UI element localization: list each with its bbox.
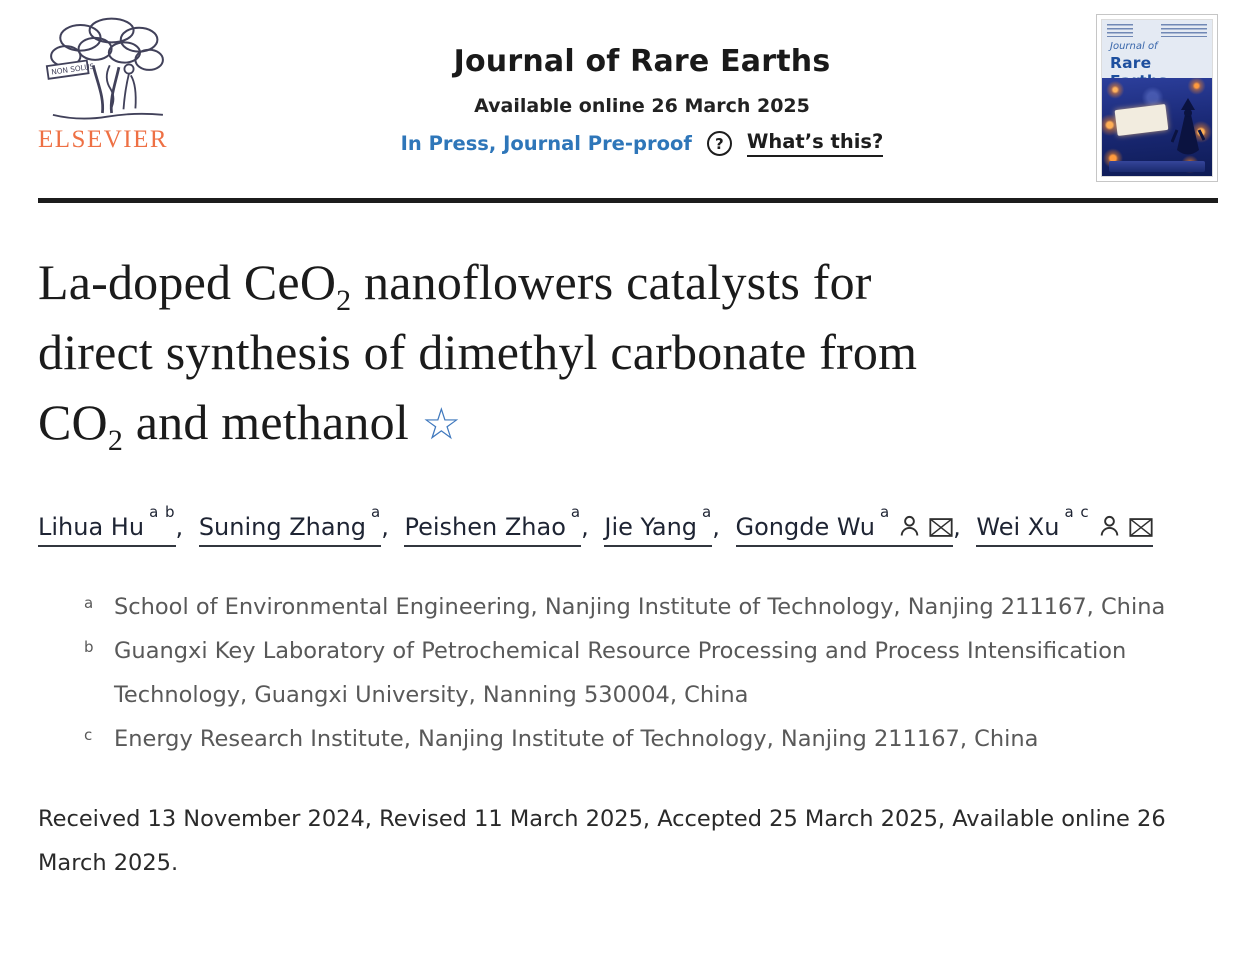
cover-artwork: [1102, 78, 1212, 176]
cover-table-shape: [1108, 161, 1206, 173]
affiliation-list: a School of Environmental Engineering, N…: [38, 585, 1218, 761]
author-name: Peishen Zhao: [404, 513, 566, 541]
affiliation: c Energy Research Institute, Nanjing Ins…: [38, 717, 1218, 761]
author-affiliation-sup: a: [570, 503, 582, 521]
footnote-star-icon: ☆: [421, 399, 462, 450]
cover-microtext: [1161, 24, 1207, 37]
affiliation: b Guangxi Key Laboratory of Petrochemica…: [38, 629, 1218, 717]
author: Lihua Hua b,: [38, 503, 199, 547]
journal-cover-thumbnail[interactable]: Journal of Rare Earths: [1096, 14, 1218, 182]
author-link[interactable]: Jie Yanga: [604, 503, 713, 547]
article-main: La-doped CeO2 nanoflowers catalysts for …: [0, 247, 1256, 885]
author-link[interactable]: Suning Zhanga: [198, 503, 382, 547]
author-link[interactable]: Peishen Zhaoa: [404, 503, 582, 547]
cover-rare-earths: Rare Earths: [1110, 54, 1167, 78]
author-affiliation-sup: a c: [1064, 503, 1090, 521]
author-list: Lihua Hua b, Suning Zhanga, Peishen Zhao…: [38, 503, 1218, 547]
author: Peishen Zhaoa,: [404, 503, 604, 547]
author-name: Lihua Hu: [38, 513, 145, 541]
author-name: Suning Zhang: [198, 513, 367, 541]
cover-journal-of: Journal of: [1110, 41, 1158, 52]
affiliation-label: c: [84, 726, 93, 744]
author-separator: ,: [175, 513, 191, 541]
cover-microtext: [1107, 24, 1133, 37]
title-line-1: La-doped CeO2 nanoflowers catalysts for: [38, 254, 872, 317]
journal-cover-inner: Journal of Rare Earths: [1101, 19, 1213, 177]
person-icon: [1100, 515, 1119, 543]
author-separator: ,: [581, 513, 597, 541]
page-header: NON SOLUS ELSEVIER Journal of Rare Earth…: [0, 0, 1256, 182]
elsevier-tree-icon: NON SOLUS: [45, 17, 164, 120]
affiliation-text: School of Environmental Engineering, Nan…: [114, 594, 1166, 620]
author-link[interactable]: Wei Xua c: [976, 503, 1153, 547]
author-affiliation-sup: a: [371, 503, 382, 521]
journal-title: Journal of Rare Earths: [453, 44, 831, 79]
available-online-date: Available online 26 March 2025: [474, 95, 810, 117]
author-link[interactable]: Gongde Wua: [735, 503, 954, 547]
author: Suning Zhanga,: [198, 503, 405, 547]
affiliation-label: a: [84, 594, 94, 612]
author-affiliation-sup: a b: [149, 503, 176, 521]
author-name: Gongde Wu: [735, 513, 875, 541]
email-icon: [929, 515, 953, 543]
author-separator: ,: [712, 513, 728, 541]
whats-this-link[interactable]: What’s this?: [746, 130, 884, 157]
cover-magician-silhouette: [1171, 97, 1206, 155]
author-separator: ,: [953, 513, 969, 541]
author: Wei Xua c: [976, 503, 1160, 547]
author-affiliation-sup: a: [702, 503, 713, 521]
publisher-name: ELSEVIER: [38, 126, 169, 153]
cover-card-shape: [1114, 104, 1169, 137]
title-line-2: direct synthesis of dimethyl carbonate f…: [38, 324, 918, 380]
author-separator: ,: [381, 513, 397, 541]
in-press-link[interactable]: In Press, Journal Pre-proof: [400, 132, 692, 155]
affiliation-text: Energy Research Institute, Nanjing Insti…: [114, 726, 1039, 752]
person-icon: [900, 515, 919, 543]
journal-header: Journal of Rare Earths Available online …: [188, 14, 1096, 157]
affiliation-label: b: [84, 638, 94, 656]
author: Jie Yanga,: [604, 503, 735, 547]
article-dates: Received 13 November 2024, Revised 11 Ma…: [38, 806, 1166, 876]
cover-masthead: Journal of Rare Earths: [1102, 20, 1212, 78]
author-name: Jie Yang: [604, 513, 698, 541]
help-icon[interactable]: ?: [706, 131, 732, 156]
author: Gongde Wua,: [735, 503, 977, 547]
article-title: La-doped CeO2 nanoflowers catalysts for …: [38, 247, 1218, 460]
affiliation-text: Guangxi Key Laboratory of Petrochemical …: [114, 638, 1127, 708]
elsevier-logo[interactable]: NON SOLUS ELSEVIER: [38, 14, 188, 154]
email-icon: [1129, 515, 1153, 543]
header-divider: [38, 198, 1218, 203]
author-link[interactable]: Lihua Hua b: [38, 503, 176, 547]
author-name: Wei Xu: [976, 513, 1060, 541]
affiliation: a School of Environmental Engineering, N…: [38, 585, 1218, 629]
author-affiliation-sup: a: [879, 503, 891, 521]
inpress-row: In Press, Journal Pre-proof ? What’s thi…: [401, 130, 884, 157]
title-line-3: CO2 and methanol ☆: [38, 394, 462, 457]
